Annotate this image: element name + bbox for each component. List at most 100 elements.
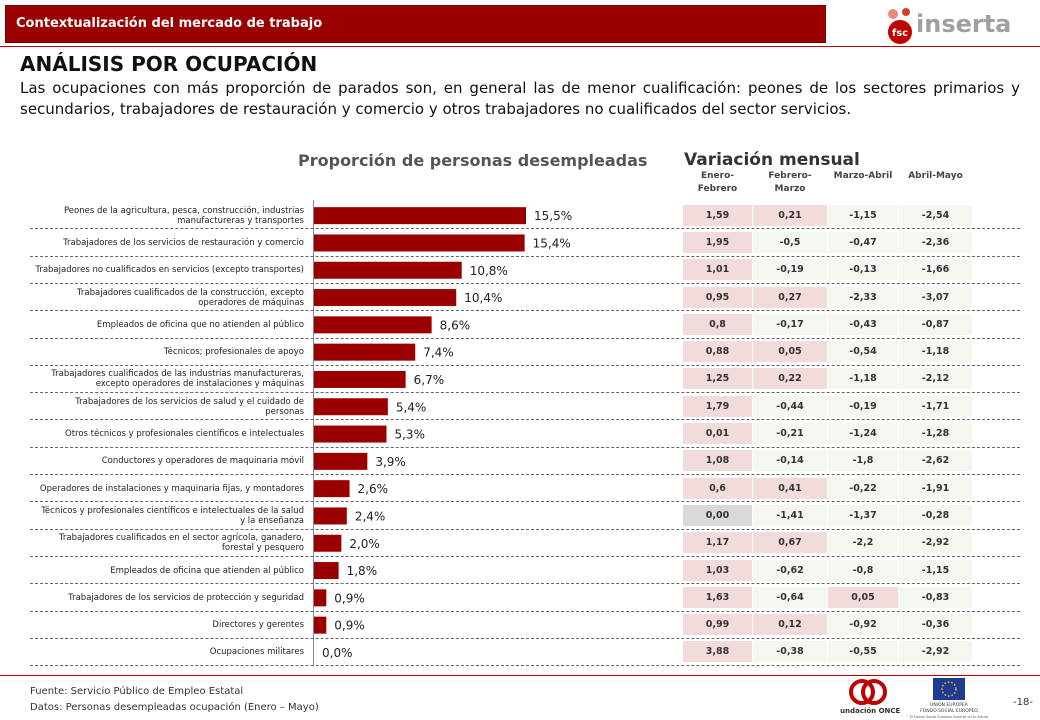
value-label: 10,8% xyxy=(470,264,508,278)
row-separator xyxy=(30,310,1020,311)
table-cell: -0,19 xyxy=(828,395,898,417)
row-separator xyxy=(30,583,1020,584)
table-cell: -1,37 xyxy=(828,504,898,526)
bar xyxy=(314,398,388,416)
logo-text: inserta xyxy=(916,10,1011,38)
table-cell: -0,38 xyxy=(753,641,827,663)
table-cell: 1,59 xyxy=(683,204,752,226)
bar xyxy=(314,234,525,252)
row-separator xyxy=(30,638,1020,639)
row-separator xyxy=(30,228,1020,229)
bar xyxy=(314,616,327,634)
table-cell: -0,36 xyxy=(899,614,972,636)
table-cell: -1,8 xyxy=(828,450,898,472)
value-label: 8,6% xyxy=(440,318,471,332)
table-cell: -0,54 xyxy=(828,341,898,363)
table-cell: -1,24 xyxy=(828,423,898,445)
table-cell: 0,99 xyxy=(683,614,752,636)
row-separator xyxy=(30,392,1020,393)
row-separator xyxy=(30,611,1020,612)
bar xyxy=(314,370,406,388)
table-cell: -1,91 xyxy=(899,477,972,499)
column-header: Abril-Mayo xyxy=(908,171,963,181)
value-label: 0,9% xyxy=(334,591,365,605)
eu-fund: FONDO SOCIAL EUROPEO xyxy=(920,708,978,714)
row-separator xyxy=(30,501,1020,502)
paragraph: Las ocupaciones con más proporción de pa… xyxy=(20,79,1020,118)
table-cell: 0,00 xyxy=(683,504,752,526)
value-label: 15,4% xyxy=(533,236,571,250)
table-cell: 1,08 xyxy=(683,450,752,472)
row-separator xyxy=(30,474,1020,475)
value-label: 3,9% xyxy=(375,455,406,469)
table-cell: 0,21 xyxy=(753,204,827,226)
category-label: Conductores y operadores de maquinaria m… xyxy=(101,456,304,467)
eu-stars xyxy=(941,681,957,697)
table-cell: 1,03 xyxy=(683,559,752,581)
value-label: 1,8% xyxy=(347,564,378,578)
value-label: 2,4% xyxy=(355,509,386,523)
category-label: Trabajadores cualificados de la construc… xyxy=(76,287,304,308)
bar xyxy=(314,452,368,470)
table-cell: 1,95 xyxy=(683,231,752,253)
table-cell: -0,17 xyxy=(753,313,827,335)
row-separator xyxy=(30,338,1020,339)
logo-circle xyxy=(888,20,912,44)
bar xyxy=(314,534,342,552)
category-label: Directores y gerentes xyxy=(212,620,304,631)
eu-name: UNIÓN EUROPEA xyxy=(930,701,969,708)
bar xyxy=(314,507,347,525)
table-cell: 1,01 xyxy=(683,259,752,281)
table-cell: -2,54 xyxy=(899,204,972,226)
table-cell: 1,79 xyxy=(683,395,752,417)
value-label: 7,4% xyxy=(423,346,454,360)
table-cell: 0,22 xyxy=(753,368,827,390)
table-cell: -0,83 xyxy=(899,586,972,608)
table-cell: -0,14 xyxy=(753,450,827,472)
table-cell: -1,18 xyxy=(899,341,972,363)
category-label: Trabajadores de los servicios de restaur… xyxy=(63,237,304,248)
table-cell: 0,27 xyxy=(753,286,827,308)
header-rule xyxy=(0,46,1040,47)
table-cell: -0,47 xyxy=(828,231,898,253)
row-separator xyxy=(30,529,1020,530)
bar xyxy=(314,589,327,607)
bar xyxy=(314,316,432,334)
logo-inserta: fsc inserta xyxy=(888,8,1011,44)
row-separator xyxy=(30,365,1020,366)
value-label: 6,7% xyxy=(414,373,445,387)
category-label: Ocupaciones militares xyxy=(209,647,304,658)
category-label: Trabajadores de los servicios de protecc… xyxy=(68,592,304,603)
logo-fsc: fsc xyxy=(892,28,908,39)
table-cell: 3,88 xyxy=(683,641,752,663)
table-title: Variación mensual xyxy=(684,150,860,170)
row-separator xyxy=(30,283,1020,284)
table-cell: -0,13 xyxy=(828,259,898,281)
table-cell: 0,95 xyxy=(683,286,752,308)
table-cell: 0,67 xyxy=(753,532,827,554)
row-separator xyxy=(30,556,1020,557)
table-cell: -0,28 xyxy=(899,504,972,526)
category-label: Trabajadores cualificados en el sector a… xyxy=(58,533,304,554)
category-label: Técnicos; profesionales de apoyo xyxy=(163,347,304,358)
table-cell: -0,43 xyxy=(828,313,898,335)
category-label: Trabajadores no cualificados en servicio… xyxy=(35,265,304,276)
footer-logos: Fundación ONCE UNIÓN EUROPEA FONDO SOCIA… xyxy=(840,678,1033,719)
eu-flag xyxy=(933,678,965,700)
category-label: Operadores de instalaciones y maquinaria… xyxy=(39,483,304,494)
value-label: 5,3% xyxy=(394,428,425,442)
data-note: Datos: Personas desempleadas ocupación (… xyxy=(30,702,319,713)
table-cell: -2,62 xyxy=(899,450,972,472)
table-cell: -2,2 xyxy=(828,532,898,554)
bar xyxy=(314,289,457,307)
table-cell: -2,92 xyxy=(899,641,972,663)
logo-dot xyxy=(902,8,910,16)
bar xyxy=(314,207,526,225)
value-label: 2,0% xyxy=(349,537,380,551)
source: Fuente: Servicio Público de Empleo Estat… xyxy=(30,686,244,697)
table-cell: -0,22 xyxy=(828,477,898,499)
table-cell: 0,01 xyxy=(683,423,752,445)
table-cell: -0,19 xyxy=(753,259,827,281)
table-cell: -0,44 xyxy=(753,395,827,417)
